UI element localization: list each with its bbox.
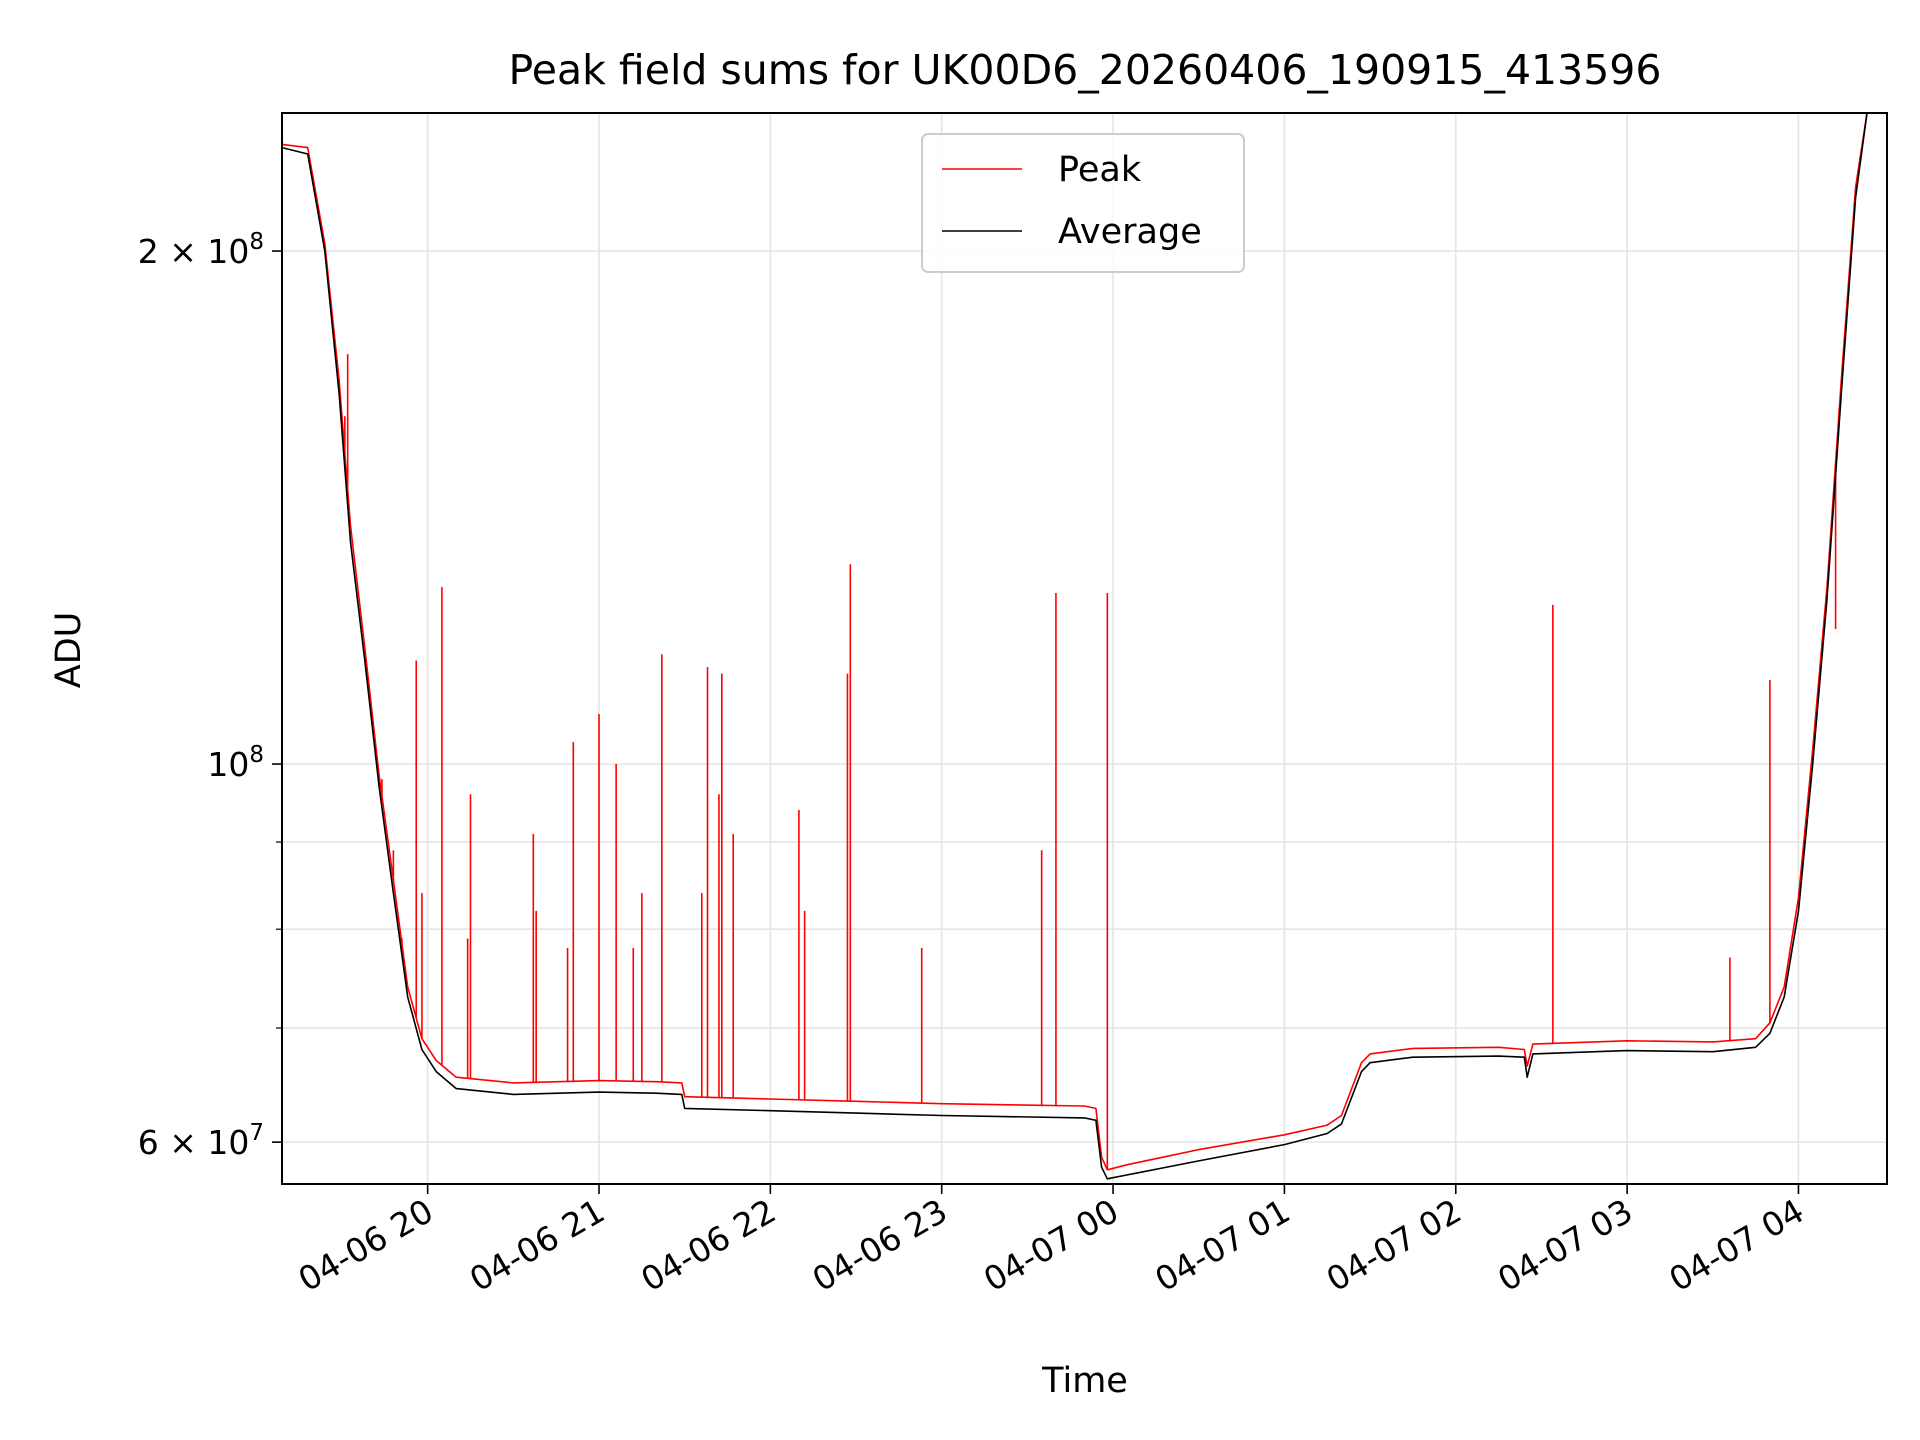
y-tick-label: 2 × 108: [138, 229, 264, 271]
y-tick-label: 108: [207, 742, 264, 784]
series-average: [282, 113, 1868, 1180]
series-line-peak: [282, 113, 1868, 1171]
plot-frame: [281, 112, 1888, 1185]
legend-label-average: Average: [1058, 212, 1202, 252]
y-axis-title: ADU: [49, 612, 89, 689]
chart-title: Peak field sums for UK00D6_20260406_1909…: [509, 46, 1662, 94]
series-peak: [282, 113, 1868, 1171]
series-line-average: [282, 113, 1868, 1180]
x-axis-title: Time: [1041, 1361, 1128, 1401]
series-layer: [282, 113, 1868, 1180]
y-tick-label: 6 × 107: [138, 1120, 264, 1162]
legend[interactable]: Peak Average: [921, 133, 1245, 273]
y-axis: 6 × 107 108 2 × 108: [138, 229, 282, 1162]
legend-label-peak: Peak: [1058, 150, 1142, 190]
gridlines: [282, 113, 1887, 1184]
